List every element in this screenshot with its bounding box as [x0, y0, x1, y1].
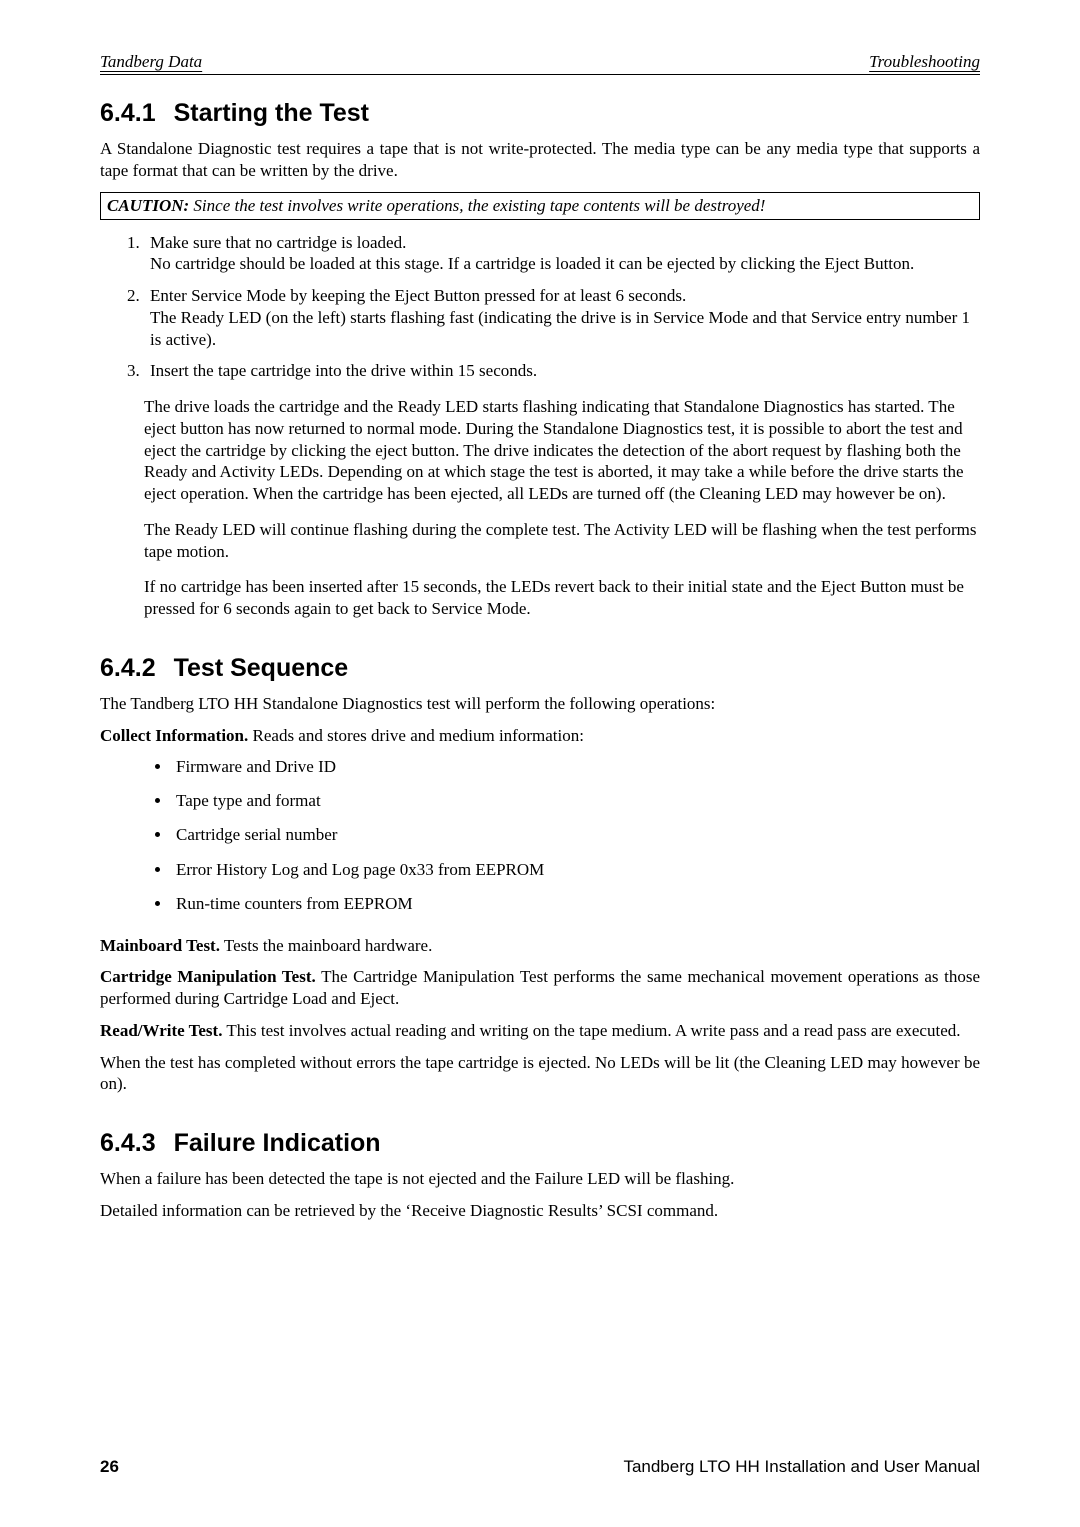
- list-item: Cartridge serial number: [172, 824, 980, 846]
- intro-paragraph: A Standalone Diagnostic test requires a …: [100, 138, 980, 182]
- caution-box: CAUTION: Since the test involves write o…: [100, 192, 980, 220]
- paragraph: The drive loads the cartridge and the Re…: [144, 396, 980, 505]
- page-footer: 26 Tandberg LTO HH Installation and User…: [100, 1457, 980, 1477]
- label-text: This test involves actual reading and wr…: [222, 1021, 960, 1040]
- list-item: Make sure that no cartridge is loaded. N…: [144, 232, 980, 276]
- bold-label: Read/Write Test.: [100, 1021, 222, 1040]
- paragraph: The Ready LED will continue flashing dur…: [144, 519, 980, 563]
- paragraph: Collect Information. Reads and stores dr…: [100, 725, 980, 747]
- list-item: Insert the tape cartridge into the drive…: [144, 360, 980, 382]
- list-item: Error History Log and Log page 0x33 from…: [172, 859, 980, 881]
- bold-label: Mainboard Test.: [100, 936, 220, 955]
- paragraph: Read/Write Test. This test involves actu…: [100, 1020, 980, 1042]
- paragraph: Cartridge Manipulation Test. The Cartrid…: [100, 966, 980, 1010]
- step-detail-block: The drive loads the cartridge and the Re…: [144, 396, 980, 620]
- list-item: Firmware and Drive ID: [172, 756, 980, 778]
- paragraph: When a failure has been detected the tap…: [100, 1168, 980, 1190]
- paragraph: When the test has completed without erro…: [100, 1052, 980, 1096]
- page-number: 26: [100, 1457, 119, 1477]
- label-text: Tests the mainboard hardware.: [220, 936, 432, 955]
- bullet-list: Firmware and Drive ID Tape type and form…: [100, 756, 980, 914]
- page: Tandberg Data Troubleshooting 6.4.1 Start…: [0, 0, 1080, 1527]
- heading-number: 6.4.1: [100, 99, 156, 128]
- label-text: Reads and stores drive and medium inform…: [248, 726, 584, 745]
- footer-title: Tandberg LTO HH Installation and User Ma…: [623, 1457, 980, 1477]
- bold-label: Cartridge Manipulation Test.: [100, 967, 316, 986]
- heading-text: Test Sequence: [174, 654, 349, 682]
- heading-failure-indication: 6.4.3 Failure Indication: [100, 1129, 980, 1158]
- step-text: The Ready LED (on the left) starts flash…: [150, 308, 970, 349]
- caution-text: Since the test involves write operations…: [189, 196, 765, 215]
- paragraph: The Tandberg LTO HH Standalone Diagnosti…: [100, 693, 980, 715]
- heading-number: 6.4.3: [100, 1129, 156, 1158]
- step-text: No cartridge should be loaded at this st…: [150, 254, 914, 273]
- heading-text: Failure Indication: [174, 1129, 381, 1157]
- paragraph: Mainboard Test. Tests the mainboard hard…: [100, 935, 980, 957]
- header-right: Troubleshooting: [869, 52, 980, 72]
- bold-label: Collect Information.: [100, 726, 248, 745]
- header-left: Tandberg Data: [100, 52, 202, 72]
- list-item: Tape type and format: [172, 790, 980, 812]
- step-text: Insert the tape cartridge into the drive…: [150, 361, 537, 380]
- running-header: Tandberg Data Troubleshooting: [100, 52, 980, 75]
- step-text: Make sure that no cartridge is loaded.: [150, 233, 406, 252]
- caution-label: CAUTION:: [107, 196, 189, 215]
- heading-number: 6.4.2: [100, 654, 156, 683]
- step-text: Enter Service Mode by keeping the Eject …: [150, 286, 686, 305]
- heading-test-sequence: 6.4.2 Test Sequence: [100, 654, 980, 683]
- steps-list: Make sure that no cartridge is loaded. N…: [100, 232, 980, 383]
- paragraph: Detailed information can be retrieved by…: [100, 1200, 980, 1222]
- paragraph: If no cartridge has been inserted after …: [144, 576, 980, 620]
- list-item: Enter Service Mode by keeping the Eject …: [144, 285, 980, 350]
- list-item: Run-time counters from EEPROM: [172, 893, 980, 915]
- heading-starting-the-test: 6.4.1 Starting the Test: [100, 99, 980, 128]
- heading-text: Starting the Test: [174, 99, 369, 127]
